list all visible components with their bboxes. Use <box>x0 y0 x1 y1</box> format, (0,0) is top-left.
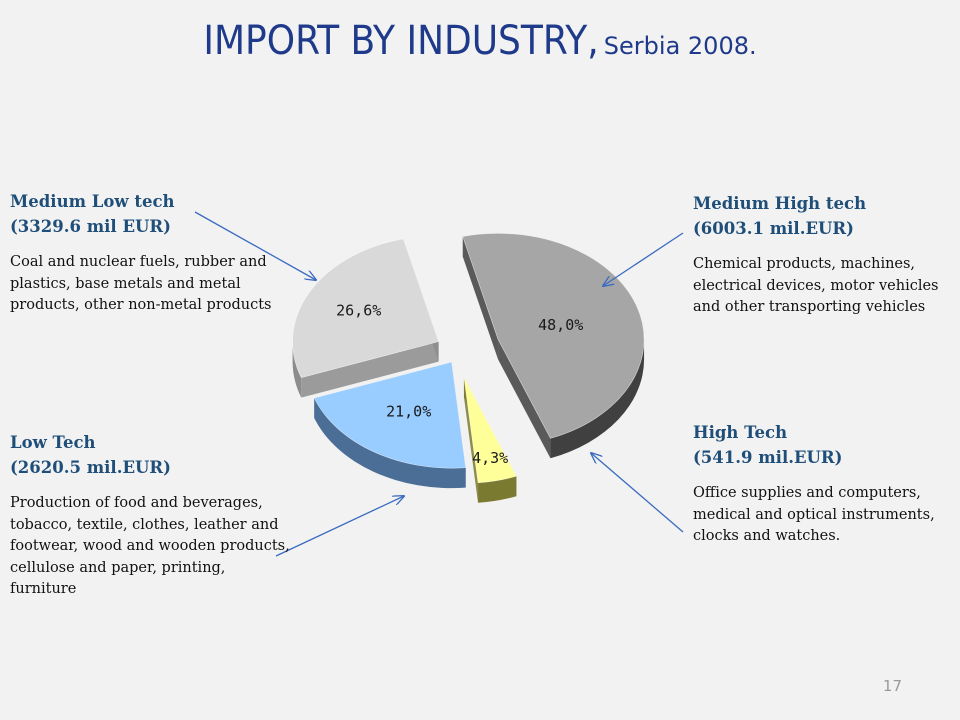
medium-low-tech-block: Medium Low tech (3329.6 mil EUR) Coal an… <box>10 189 295 317</box>
pie-slice-medium-low <box>292 238 439 379</box>
medium-high-tech-block: Medium High tech (6003.1 mil.EUR) Chemic… <box>693 191 953 319</box>
pie-wall-medium-high-0 <box>462 236 499 360</box>
pie-side-medium-high <box>550 339 645 459</box>
low-tech-name: Low Tech <box>10 433 96 452</box>
medium-low-tech-name: Medium Low tech <box>10 192 175 211</box>
high-tech-block: High Tech (541.9 mil.EUR) Office supplie… <box>693 420 953 548</box>
page-number: 17 <box>882 677 902 695</box>
pie-slice-low-tech <box>313 361 466 469</box>
high-tech-name: High Tech <box>693 423 788 442</box>
pie-label-low-tech: 21,0% <box>386 402 431 420</box>
arrow-medium-high <box>603 232 684 286</box>
pie-label-high-tech: 4,3% <box>472 449 508 467</box>
medium-low-tech-amount: (3329.6 mil EUR) <box>10 217 171 236</box>
high-tech-description: Office supplies and computers, medical a… <box>693 485 935 544</box>
pie-slice-medium-high <box>462 233 645 439</box>
low-tech-block: Low Tech (2620.5 mil.EUR) Production of … <box>10 430 295 601</box>
page-title: IMPORT BY INDUSTRY, Serbia 2008. <box>0 18 960 64</box>
pie-slice-high-tech <box>463 377 517 484</box>
high-tech-amount: (541.9 mil.EUR) <box>693 448 843 467</box>
pie-side-high-tech <box>478 476 517 503</box>
pie-side-medium-low <box>292 341 302 398</box>
title-subtitle: Serbia 2008. <box>603 32 757 60</box>
pie-side-low-tech <box>314 398 466 489</box>
pie-wall-medium-high-1 <box>498 339 551 459</box>
arrow-high-tech <box>591 453 684 533</box>
pie-label-medium-high: 48,0% <box>538 316 583 334</box>
low-tech-description: Production of food and beverages, tobacc… <box>10 495 290 597</box>
title-main: IMPORT BY INDUSTRY, <box>203 18 599 64</box>
pie-wall-medium-low-0 <box>301 341 439 398</box>
medium-high-tech-description: Chemical products, machines, electrical … <box>693 256 939 315</box>
arrow-medium-low <box>194 211 316 280</box>
medium-high-tech-amount: (6003.1 mil.EUR) <box>693 219 854 238</box>
pie-wall-high-tech-1 <box>463 377 479 503</box>
pie-label-medium-low: 26,6% <box>336 302 381 320</box>
medium-low-tech-description: Coal and nuclear fuels, rubber and plast… <box>10 254 272 313</box>
low-tech-amount: (2620.5 mil.EUR) <box>10 458 171 477</box>
arrow-low-tech <box>275 496 404 557</box>
medium-high-tech-name: Medium High tech <box>693 194 867 213</box>
